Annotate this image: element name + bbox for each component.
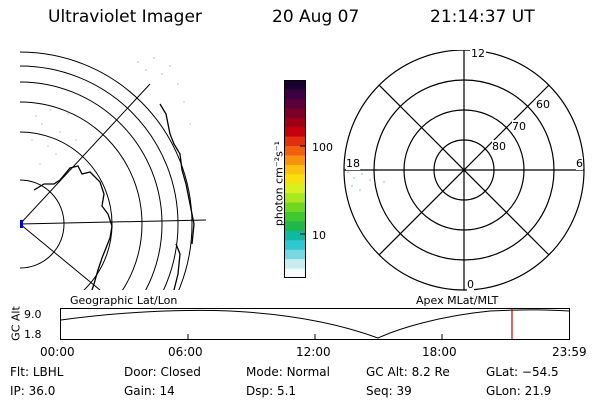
colorbar-band <box>284 212 306 223</box>
mode-info: Mode: Normal <box>246 365 330 379</box>
colorbar-band <box>284 268 306 278</box>
polar-panel-label: Apex MLat/MLT <box>416 294 499 307</box>
colorbar-band <box>284 221 306 232</box>
door-info: Door: Closed <box>124 365 201 379</box>
colorbar-band <box>284 89 306 100</box>
altitude-ytick-low: 1.8 <box>24 328 42 341</box>
colorbar <box>284 80 306 278</box>
colorbar-band <box>284 146 306 157</box>
gain-info: Gain: 14 <box>124 384 175 398</box>
colorbar-band <box>284 108 306 119</box>
altitude-xtick-1: 06:00 <box>168 345 203 359</box>
colorbar-band <box>284 136 306 147</box>
filter-info: Flt: LBHL <box>10 365 64 379</box>
time-label: 21:14:37 UT <box>430 7 535 27</box>
glat-info: GLat: −54.5 <box>486 365 559 379</box>
mlt-label-0: 0 <box>467 278 474 291</box>
altitude-ylabel: GC Alt <box>9 306 23 341</box>
altitude-xtick-4: 23:59 <box>552 345 587 359</box>
colorbar-band <box>284 240 306 251</box>
altitude-xtick-3: 18:00 <box>422 345 457 359</box>
colorbar-band <box>284 117 306 128</box>
date-label: 20 Aug 07 <box>272 7 360 27</box>
dsp-info: Dsp: 5.1 <box>246 384 297 398</box>
colorbar-band <box>284 259 306 270</box>
polar-plot <box>343 50 585 291</box>
altitude-xtick-0: 00:00 <box>40 345 75 359</box>
colorbar-band <box>284 202 306 213</box>
altitude-xtick-2: 12:00 <box>296 345 331 359</box>
mlt-label-6: 6 <box>576 157 583 170</box>
altitude-ytick-high: 9.0 <box>24 308 42 321</box>
colorbar-band <box>284 249 306 260</box>
colorbar-band <box>284 80 306 91</box>
colorbar-band <box>284 230 306 241</box>
gc-alt-info: GC Alt: 8.2 Re <box>366 365 450 379</box>
geographic-map <box>20 51 206 290</box>
colorbar-tick-10: 10 <box>312 229 326 242</box>
mlat-label-70: 70 <box>512 120 526 133</box>
instrument-title: Ultraviolet Imager <box>48 7 202 27</box>
colorbar-band <box>284 98 306 109</box>
colorbar-band <box>284 193 306 204</box>
geo-panel-label: Geographic Lat/Lon <box>70 294 178 307</box>
ip-info: IP: 36.0 <box>10 384 56 398</box>
mlat-label-60: 60 <box>536 98 550 111</box>
colorbar-band <box>284 127 306 138</box>
colorbar-unit-label: photon cm⁻²s⁻¹ <box>272 140 286 227</box>
altitude-plot <box>60 308 570 340</box>
mlt-label-12: 12 <box>470 47 486 60</box>
colorbar-tick-100: 100 <box>312 141 333 154</box>
colorbar-band <box>284 164 306 175</box>
mlt-label-18: 18 <box>346 157 360 170</box>
mlat-label-80: 80 <box>492 140 506 153</box>
colorbar-band <box>284 183 306 194</box>
colorbar-band <box>284 174 306 185</box>
glon-info: GLon: 21.9 <box>486 384 552 398</box>
colorbar-band <box>284 155 306 166</box>
seq-info: Seq: 39 <box>366 384 412 398</box>
